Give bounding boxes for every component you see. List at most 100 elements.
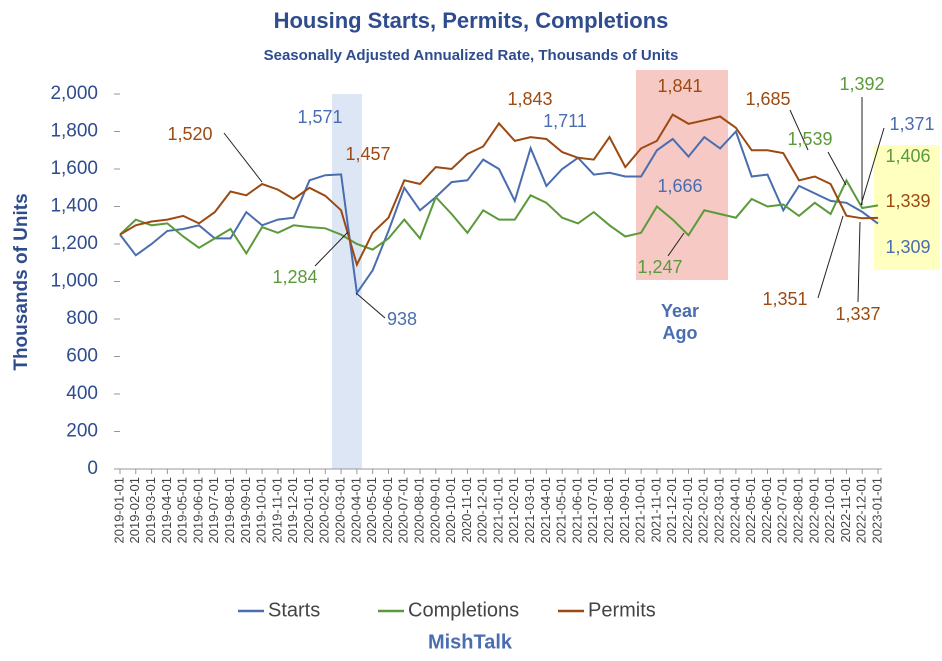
- footer: MishTalk: [428, 631, 513, 653]
- shade-latest: [874, 145, 940, 270]
- annotation: 1,520: [167, 124, 212, 144]
- x-tick-label: 2019-12-01: [285, 477, 300, 544]
- annotation: 1,309: [885, 237, 930, 257]
- annotation: 1,284: [272, 267, 317, 287]
- x-tick-label: 2021-01-01: [490, 477, 505, 544]
- x-tick-label: 2021-04-01: [538, 477, 553, 544]
- x-tick-label: 2023-01-01: [869, 477, 884, 544]
- x-tick-label: 2019-02-01: [127, 477, 142, 544]
- x-tick-label: 2020-12-01: [475, 477, 490, 544]
- series-line: [119, 113, 879, 268]
- x-tick-label: 2022-03-01: [712, 477, 727, 544]
- x-tick-label: 2022-04-01: [727, 477, 742, 544]
- leader-line: [789, 109, 809, 151]
- annotation: 1,371: [889, 114, 934, 134]
- legend-label: Completions: [408, 599, 519, 621]
- x-tick-label: 2020-09-01: [427, 477, 442, 544]
- x-tick-label: 2022-05-01: [743, 477, 758, 544]
- region-label: Year: [661, 301, 699, 321]
- x-tick-label: 2019-05-01: [175, 477, 190, 544]
- legend-label: Permits: [588, 599, 656, 621]
- y-tick-label: 2,000: [50, 83, 98, 104]
- annotation: 1,351: [762, 289, 807, 309]
- x-tick-label: 2019-04-01: [159, 477, 174, 544]
- y-tick-label: 0: [87, 458, 98, 479]
- x-tick-label: 2019-03-01: [143, 477, 158, 544]
- x-tick-label: 2022-02-01: [696, 477, 711, 544]
- annotation: 1,337: [835, 304, 880, 324]
- leader-line: [314, 231, 349, 267]
- x-tick-label: 2019-10-01: [254, 477, 269, 544]
- x-tick-label: 2021-06-01: [569, 477, 584, 544]
- series-line: [119, 129, 879, 296]
- x-tick-label: 2022-07-01: [775, 477, 790, 544]
- leader-line: [223, 132, 263, 183]
- annotation: 938: [387, 309, 417, 329]
- annotation: 1,843: [507, 89, 552, 109]
- annotation: 1,841: [657, 76, 702, 96]
- x-tick-label: 2022-09-01: [806, 477, 821, 544]
- chart-title: Housing Starts, Permits, Completions: [274, 8, 669, 33]
- x-tick-label: 2021-07-01: [585, 477, 600, 544]
- x-tick-label: 2020-01-01: [301, 477, 316, 544]
- x-tick-label: 2019-08-01: [222, 477, 237, 544]
- x-tick-label: 2021-09-01: [617, 477, 632, 544]
- leader-line: [355, 292, 386, 319]
- x-tick-label: 2020-08-01: [411, 477, 426, 544]
- annotation: 1,339: [885, 191, 930, 211]
- annotation: 1,457: [345, 144, 390, 164]
- annotation: 1,666: [657, 176, 702, 196]
- x-tick-label: 2020-04-01: [348, 477, 363, 544]
- x-tick-label: 2020-02-01: [317, 477, 332, 544]
- x-tick-label: 2021-02-01: [506, 477, 521, 544]
- x-tick-label: 2021-03-01: [522, 477, 537, 544]
- y-tick-label: 200: [66, 421, 98, 442]
- legend-label: Starts: [268, 599, 320, 621]
- leader-line: [817, 215, 844, 299]
- y-tick-label: 1,600: [50, 158, 98, 179]
- x-tick-label: 2020-03-01: [333, 477, 348, 544]
- x-tick-label: 2022-01-01: [680, 477, 695, 544]
- x-tick-label: 2020-05-01: [364, 477, 379, 544]
- y-tick-label: 600: [66, 346, 98, 367]
- y-tick-label: 1,800: [50, 121, 98, 142]
- leader-line: [857, 221, 861, 303]
- x-tick-label: 2021-12-01: [664, 477, 679, 544]
- shade-year-ago: [636, 70, 728, 280]
- y-tick-label: 1,400: [50, 196, 98, 217]
- x-tick-label: 2019-07-01: [206, 477, 221, 544]
- annotation: 1,571: [297, 107, 342, 127]
- shade-covid: [332, 94, 362, 469]
- annotation: 1,406: [885, 146, 930, 166]
- x-tick-label: 2020-07-01: [396, 477, 411, 544]
- x-tick-label: 2019-01-01: [111, 477, 126, 544]
- x-tick-label: 2020-10-01: [443, 477, 458, 544]
- x-tick-label: 2022-06-01: [759, 477, 774, 544]
- x-tick-label: 2020-11-01: [459, 477, 474, 543]
- x-tick-label: 2022-10-01: [822, 477, 837, 544]
- x-tick-label: 2022-08-01: [790, 477, 805, 544]
- annotation: 1,247: [637, 257, 682, 277]
- annotation: 1,685: [745, 89, 790, 109]
- leader-line: [827, 151, 847, 186]
- annotation: 1,539: [787, 129, 832, 149]
- series-line: [119, 178, 879, 256]
- annotation: 1,392: [839, 74, 884, 94]
- y-tick-label: 1,000: [50, 271, 98, 292]
- x-tick-label: 2021-05-01: [554, 477, 569, 544]
- x-tick-label: 2021-10-01: [633, 477, 648, 544]
- region-label: Ago: [663, 323, 698, 343]
- x-tick-label: 2021-08-01: [601, 477, 616, 544]
- x-tick-label: 2019-06-01: [190, 477, 205, 544]
- annotation: 1,711: [543, 111, 587, 131]
- y-tick-label: 400: [66, 383, 98, 404]
- leader-line: [667, 232, 685, 257]
- y-tick-label: 1,200: [50, 233, 98, 254]
- x-tick-label: 2022-11-01: [838, 477, 853, 543]
- y-tick-label: 800: [66, 308, 98, 329]
- x-tick-label: 2020-06-01: [380, 477, 395, 544]
- x-tick-label: 2022-12-01: [854, 477, 869, 544]
- leader-line: [860, 127, 885, 206]
- chart-subtitle: Seasonally Adjusted Annualized Rate, Tho…: [264, 47, 679, 64]
